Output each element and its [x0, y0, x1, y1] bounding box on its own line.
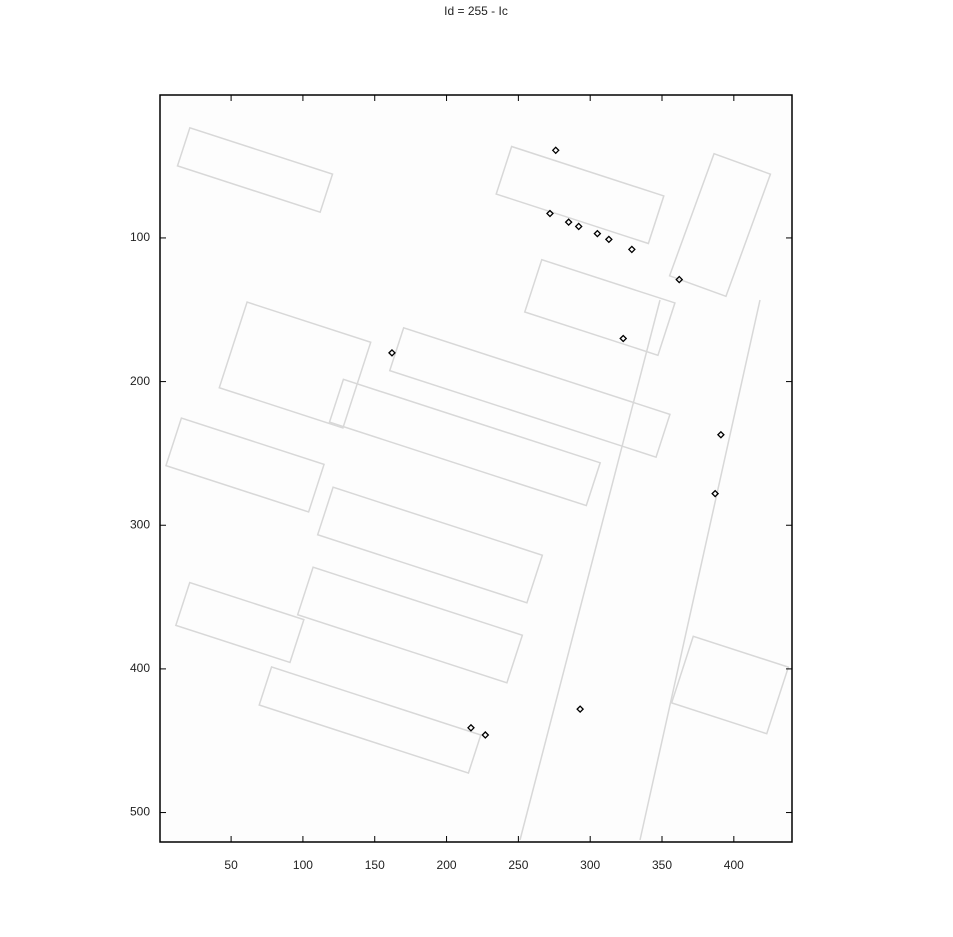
- point: [388, 348, 396, 357]
- x-tick-label: 250: [508, 858, 528, 872]
- point: [604, 235, 613, 244]
- point: [481, 731, 490, 739]
- x-tick-label: 400: [724, 858, 744, 872]
- x-tick-label: 50: [224, 858, 238, 872]
- point: [576, 705, 585, 714]
- point: [711, 489, 720, 498]
- point: [716, 430, 725, 439]
- y-tick-label: 200: [130, 374, 150, 388]
- point: [619, 334, 628, 343]
- point: [546, 209, 554, 218]
- x-tick-label: 200: [437, 858, 457, 872]
- point: [593, 229, 602, 238]
- point: [675, 275, 684, 284]
- chart-title: Id = 255 - Ic: [444, 4, 508, 18]
- image-background: [160, 95, 792, 842]
- x-tick-label: 300: [580, 858, 600, 872]
- y-tick-label: 500: [130, 805, 150, 819]
- x-tick-label: 150: [365, 858, 385, 872]
- x-tick-label: 100: [293, 858, 313, 872]
- axes-frame: [159, 94, 793, 843]
- point: [551, 146, 560, 155]
- image-area: [160, 95, 792, 842]
- y-tick-label: 400: [130, 661, 150, 675]
- point: [627, 245, 636, 254]
- point: [467, 723, 475, 732]
- y-tick-label: 300: [130, 517, 150, 531]
- point: [564, 218, 573, 227]
- image-texture: [165, 126, 790, 841]
- y-tick-label: 100: [130, 230, 150, 244]
- point: [574, 222, 583, 231]
- x-tick-label: 350: [652, 858, 672, 872]
